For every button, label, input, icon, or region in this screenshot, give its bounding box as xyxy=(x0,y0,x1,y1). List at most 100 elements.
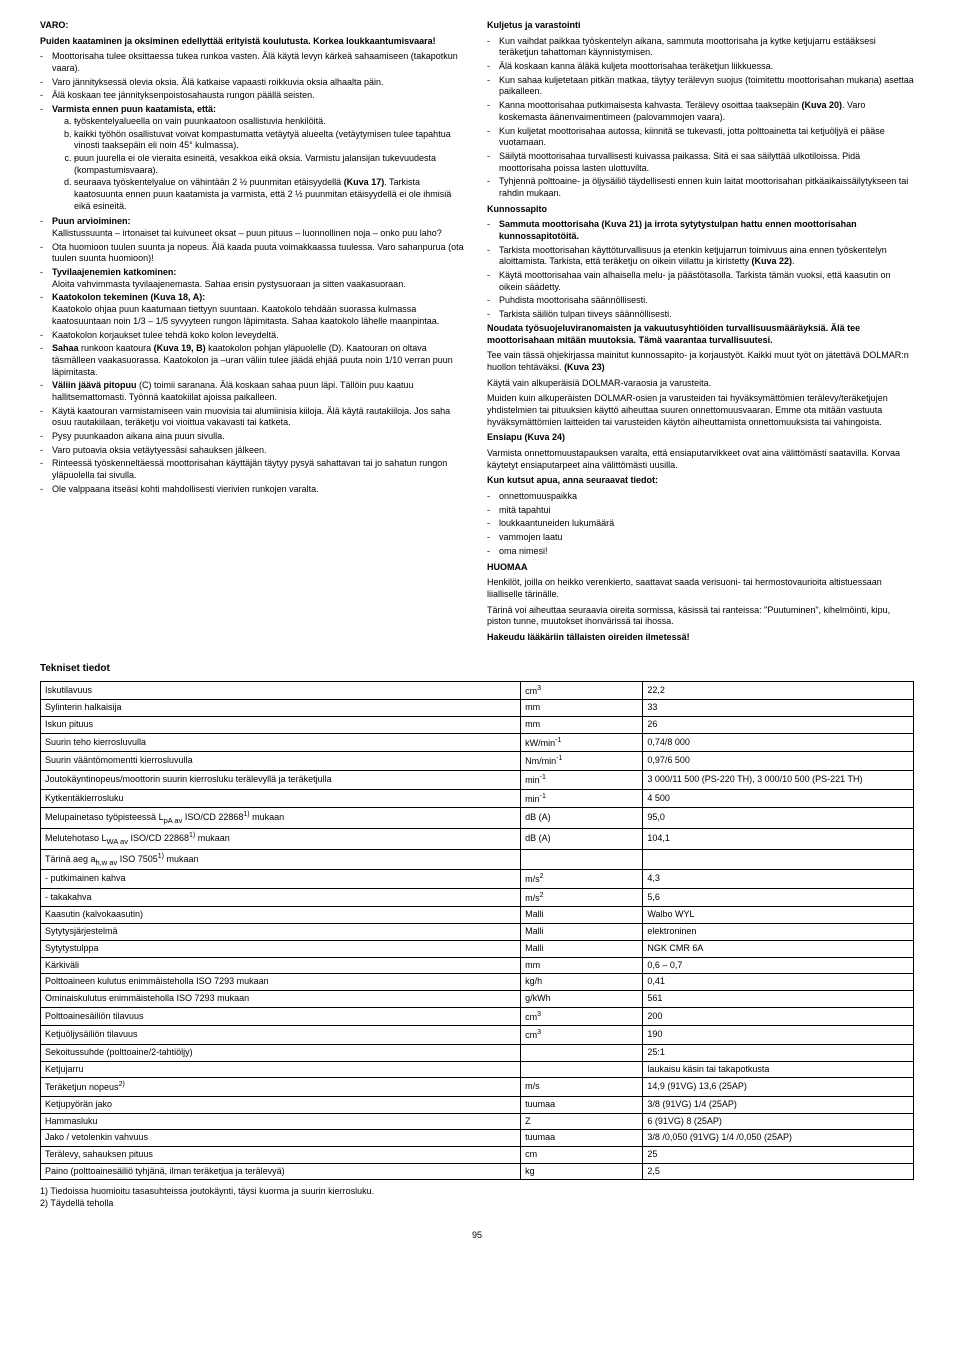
kun-kutsut-heading: Kun kutsut apua, anna seuraavat tiedot: xyxy=(487,475,914,487)
table-cell-unit: min-1 xyxy=(521,789,643,808)
list-item: Sahaa runkoon kaatoura (Kuva 19, B) kaat… xyxy=(40,343,467,378)
kayta-vain-text: Käytä vain alkuperäisiä DOLMAR-varaosia … xyxy=(487,378,914,390)
table-cell-unit: cm3 xyxy=(521,1026,643,1045)
table-row: Ketjujarrulaukaisu käsin tai takapotkust… xyxy=(41,1061,914,1078)
list-item: onnettomuuspaikka xyxy=(487,491,914,503)
table-row: SytytystulppaMalliNGK CMR 6A xyxy=(41,940,914,957)
table-cell-unit: mm xyxy=(521,957,643,974)
table-row: Jako / vetolenkin vahvuustuumaa3/8 /0,05… xyxy=(41,1130,914,1147)
table-row: Kytkentäkierroslukumin-14 500 xyxy=(41,789,914,808)
tech-title: Tekniset tiedot xyxy=(40,662,914,675)
table-cell-unit: tuumaa xyxy=(521,1130,643,1147)
table-row: Joutokäyntinopeus/moottorin suurin kierr… xyxy=(41,771,914,790)
table-row: Melutehotaso LWA av ISO/CD 228681) mukaa… xyxy=(41,828,914,849)
table-cell-unit: kW/min-1 xyxy=(521,733,643,752)
table-cell-label: Kaasutin (kalvokaasutin) xyxy=(41,907,521,924)
kunnos-list: Sammuta moottorisaha (Kuva 21) ja irrota… xyxy=(487,219,914,321)
huomaa-heading: HUOMAA xyxy=(487,562,914,574)
table-cell-value: 0,6 – 0,7 xyxy=(643,957,914,974)
list-item: Varo jännityksessä olevia oksia. Älä kat… xyxy=(40,77,467,89)
tee-vain-text: Tee vain tässä ohjekirjassa mainitut kun… xyxy=(487,350,914,373)
table-row: Suurin teho kierrosluvullakW/min-10,74/8… xyxy=(41,733,914,752)
table-row: Kärkivälimm0,6 – 0,7 xyxy=(41,957,914,974)
hakeudu-text: Hakeudu lääkäriin tällaisten oireiden il… xyxy=(487,632,914,644)
list-item: vammojen laatu xyxy=(487,532,914,544)
table-row: Sekoitussuhde (polttoaine/2-tahtiöljy)25… xyxy=(41,1044,914,1061)
list-item: Kun vaihdat paikkaa työskentelyn aikana,… xyxy=(487,36,914,59)
list-item: Tarkista säiliön tulpan tiiveys säännöll… xyxy=(487,309,914,321)
table-cell-label: Sekoitussuhde (polttoaine/2-tahtiöljy) xyxy=(41,1044,521,1061)
table-cell-value: 2,5 xyxy=(643,1163,914,1180)
page-number: 95 xyxy=(40,1230,914,1242)
kuljetus-list: Kun vaihdat paikkaa työskentelyn aikana,… xyxy=(487,36,914,200)
ensiapu-heading: Ensiapu (Kuva 24) xyxy=(487,432,914,444)
table-cell-value: 0,97/6 500 xyxy=(643,752,914,771)
table-cell-unit: mm xyxy=(521,700,643,717)
list-item: Säilytä moottorisahaa turvallisesti kuiv… xyxy=(487,151,914,174)
table-cell-unit: m/s2 xyxy=(521,888,643,907)
table-cell-label: Sytytystulppa xyxy=(41,940,521,957)
list-item: Rinteessä työskenneltäessä moottorisahan… xyxy=(40,458,467,481)
table-cell-unit: cm xyxy=(521,1147,643,1164)
table-row: Polttoainesäiliön tilavuuscm3200 xyxy=(41,1007,914,1026)
table-cell-value: Walbo WYL xyxy=(643,907,914,924)
list-item: Tyhjennä polttoaine- ja öljysäiliö täyde… xyxy=(487,176,914,199)
list-item: Puun arvioiminen: Kallistussuunta – irto… xyxy=(40,216,467,239)
list-item: Kaatokolon korjaukset tulee tehdä koko k… xyxy=(40,330,467,342)
table-cell-unit: tuumaa xyxy=(521,1097,643,1114)
table-row: Polttoaineen kulutus enimmäisteholla ISO… xyxy=(41,974,914,991)
footnote-1: 1) Tiedoissa huomioitu tasasuhteissa jou… xyxy=(40,1186,914,1198)
table-cell-unit: min-1 xyxy=(521,771,643,790)
right-column: Kuljetus ja varastointi Kun vaihdat paik… xyxy=(487,20,914,648)
list-item: Varmista ennen puun kaatamista, että: ty… xyxy=(40,104,467,212)
varo-list: Moottorisaha tulee oksittaessa tukea run… xyxy=(40,51,467,495)
list-item: Ole valppaana itseäsi kohti mahdollisest… xyxy=(40,484,467,496)
list-item: Tyvilaajenemien katkominen: Aloita vahvi… xyxy=(40,267,467,290)
table-cell-label: Teräketjun nopeus2) xyxy=(41,1078,521,1097)
table-cell-label: Hammasluku xyxy=(41,1113,521,1130)
table-row: Iskun pituusmm26 xyxy=(41,717,914,734)
table-cell-value: 200 xyxy=(643,1007,914,1026)
table-cell-label: Ominaiskulutus enimmäisteholla ISO 7293 … xyxy=(41,990,521,1007)
table-cell-unit: g/kWh xyxy=(521,990,643,1007)
table-cell-value: 26 xyxy=(643,717,914,734)
table-cell-unit: Malli xyxy=(521,940,643,957)
table-row: Suurin vääntömomentti kierrosluvullaNm/m… xyxy=(41,752,914,771)
list-item: Kun kuljetat moottorisahaa autossa, kiin… xyxy=(487,126,914,149)
huomaa-p1: Henkilöt, joilla on heikko verenkierto, … xyxy=(487,577,914,600)
table-cell-value: 4,3 xyxy=(643,870,914,889)
table-cell-label: Ketjujarru xyxy=(41,1061,521,1078)
table-cell-label: Terälevy, sahauksen pituus xyxy=(41,1147,521,1164)
list-item: Älä koskaan kanna äläkä kuljeta moottori… xyxy=(487,61,914,73)
table-cell-value: 3/8 (91VG) 1/4 (25AP) xyxy=(643,1097,914,1114)
table-cell-value: 0,41 xyxy=(643,974,914,991)
table-row: Iskutilavuuscm322,2 xyxy=(41,681,914,700)
list-item: työskentelyalueella on vain puunkaatoon … xyxy=(74,116,467,128)
table-row: Ketjupyörän jakotuumaa3/8 (91VG) 1/4 (25… xyxy=(41,1097,914,1114)
table-cell-value xyxy=(643,849,914,870)
table-cell-unit: m/s xyxy=(521,1078,643,1097)
footnote-2: 2) Täydellä teholla xyxy=(40,1198,914,1210)
table-row: Paino (polttoainesäiliö tyhjänä, ilman t… xyxy=(41,1163,914,1180)
table-cell-label: Joutokäyntinopeus/moottorin suurin kierr… xyxy=(41,771,521,790)
table-row: Ketjuöljysäiliön tilavuuscm3190 xyxy=(41,1026,914,1045)
varmista-sublist: työskentelyalueella on vain puunkaatoon … xyxy=(52,116,467,213)
table-row: HammaslukuZ6 (91VG) 8 (25AP) xyxy=(41,1113,914,1130)
table-cell-unit: Malli xyxy=(521,907,643,924)
noudata-text: Noudata työsuojeluviranomaisten ja vakuu… xyxy=(487,323,914,346)
kun-kutsut-list: onnettomuuspaikka mitä tapahtui loukkaan… xyxy=(487,491,914,557)
kuljetus-heading: Kuljetus ja varastointi xyxy=(487,20,914,32)
table-cell-value: NGK CMR 6A xyxy=(643,940,914,957)
table-cell-label: Suurin vääntömomentti kierrosluvulla xyxy=(41,752,521,771)
table-cell-value: 4 500 xyxy=(643,789,914,808)
table-cell-unit xyxy=(521,1044,643,1061)
table-cell-label: Kärkiväli xyxy=(41,957,521,974)
table-cell-unit: mm xyxy=(521,717,643,734)
table-row: Ominaiskulutus enimmäisteholla ISO 7293 … xyxy=(41,990,914,1007)
table-cell-label: Paino (polttoainesäiliö tyhjänä, ilman t… xyxy=(41,1163,521,1180)
list-item: oma nimesi! xyxy=(487,546,914,558)
list-item: Varo putoavia oksia vetäytyessäsi sahauk… xyxy=(40,445,467,457)
table-cell-unit xyxy=(521,1061,643,1078)
muiden-text: Muiden kuin alkuperäisten DOLMAR-osien j… xyxy=(487,393,914,428)
list-item: puun juurella ei ole vieraita esineitä, … xyxy=(74,153,467,176)
